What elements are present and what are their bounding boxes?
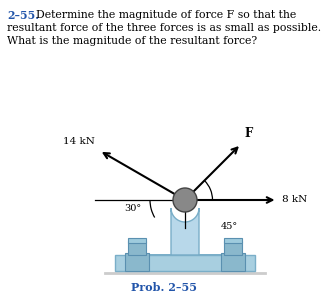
Bar xyxy=(125,253,149,271)
Text: Determine the magnitude of force F so that the: Determine the magnitude of force F so th… xyxy=(36,10,296,20)
Circle shape xyxy=(173,188,197,212)
Bar xyxy=(128,241,146,255)
Text: 8 kN: 8 kN xyxy=(282,196,308,204)
Text: 2–55.: 2–55. xyxy=(7,10,39,21)
Bar xyxy=(224,241,242,255)
Bar xyxy=(221,253,245,271)
Text: What is the magnitude of the resultant force?: What is the magnitude of the resultant f… xyxy=(7,36,257,46)
Bar xyxy=(115,255,255,271)
Bar xyxy=(224,238,242,243)
Text: Prob. 2–55: Prob. 2–55 xyxy=(131,282,197,293)
Text: F: F xyxy=(244,127,252,140)
Text: 14 kN: 14 kN xyxy=(63,138,95,146)
Text: 45°: 45° xyxy=(221,222,238,231)
Text: 30°: 30° xyxy=(124,204,141,213)
Polygon shape xyxy=(133,208,237,255)
Bar xyxy=(128,238,146,243)
Text: resultant force of the three forces is as small as possible.: resultant force of the three forces is a… xyxy=(7,23,321,33)
